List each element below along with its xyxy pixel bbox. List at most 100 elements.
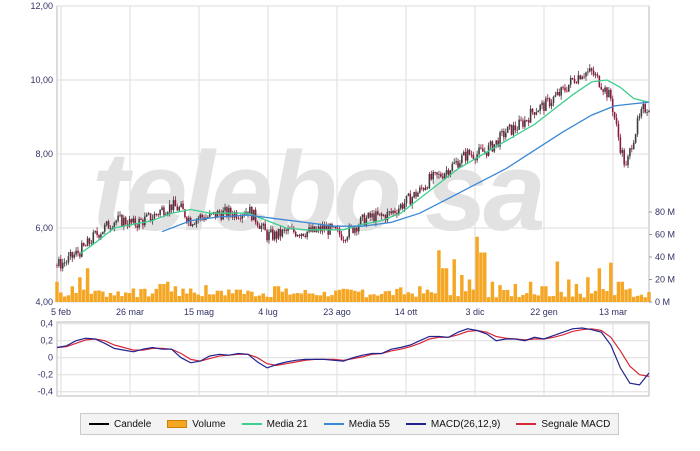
candle-body: [632, 142, 635, 150]
volume-bar: [433, 293, 437, 302]
candle-body: [377, 211, 379, 215]
candle-body: [403, 203, 406, 209]
candle-body: [440, 173, 442, 177]
volume-bar: [547, 296, 552, 302]
volume-bar: [475, 236, 479, 302]
volume-bar: [284, 288, 288, 302]
volume-bar: [85, 268, 90, 302]
candle-body: [529, 108, 532, 123]
candle-body: [558, 92, 561, 96]
volume-bar: [158, 284, 162, 302]
candle-body: [357, 225, 360, 232]
candle-body: [504, 132, 507, 138]
volume-bar: [360, 289, 365, 302]
candle-body: [543, 102, 545, 112]
candle-body: [627, 156, 629, 166]
volume-bar: [349, 289, 353, 302]
candle-body: [604, 87, 606, 92]
candle-body: [461, 155, 463, 164]
candle-body: [390, 211, 392, 214]
volume-bar: [196, 294, 201, 302]
candle-body: [134, 218, 137, 226]
candle-body: [564, 87, 566, 91]
candle-body: [166, 212, 169, 215]
legend-item: Segnale MACD: [516, 419, 610, 430]
candle-body: [346, 237, 349, 241]
volume-bar: [295, 293, 300, 302]
candle-body: [548, 98, 551, 107]
volume-bar: [146, 296, 151, 302]
volume-bar: [242, 293, 246, 302]
volume-bar: [223, 295, 227, 302]
candle-body: [128, 219, 131, 227]
volume-bar: [410, 293, 414, 302]
candle-body: [384, 215, 387, 221]
candle-body: [426, 187, 429, 189]
candle-body: [124, 217, 127, 225]
volume-bar: [246, 290, 250, 302]
candle-body: [615, 117, 618, 124]
legend-swatch: [405, 423, 426, 425]
candle-body: [285, 229, 287, 231]
candle-body: [103, 224, 106, 232]
legend-swatch: [241, 423, 262, 425]
candle-body: [61, 262, 64, 269]
candle-body: [317, 226, 320, 230]
candle-body: [589, 68, 591, 72]
volume-bar: [89, 293, 94, 302]
candle-body: [348, 225, 350, 238]
legend-label: Media 21: [266, 418, 308, 430]
volume-bar: [326, 296, 330, 302]
volume-bar: [589, 293, 594, 302]
volume-bar: [177, 295, 181, 302]
moving-averages: [79, 79, 650, 255]
candle-body: [75, 250, 77, 255]
volume-bar: [635, 295, 640, 302]
candle-body: [149, 213, 152, 221]
candle-body: [491, 141, 494, 152]
volume-bar: [234, 289, 239, 302]
candle-body: [569, 77, 572, 85]
candle-body: [447, 170, 450, 176]
candle-body: [594, 74, 597, 76]
legend-label: Segnale MACD: [541, 418, 611, 430]
candle-body: [354, 227, 356, 233]
candle-body: [510, 124, 513, 135]
candle-body: [378, 213, 381, 215]
candle-body: [100, 234, 102, 238]
candle-body: [336, 228, 339, 230]
volume-bar: [215, 290, 220, 302]
candle-body: [256, 221, 259, 226]
candle-body: [373, 213, 375, 223]
date-tick-label: 4 lug: [258, 307, 278, 317]
volume-bar: [513, 284, 518, 302]
candle-body: [96, 231, 98, 235]
candle-body: [262, 223, 265, 226]
candle-body: [170, 204, 173, 211]
volume-bar: [647, 292, 651, 302]
candle-body: [516, 129, 519, 131]
volume-bar: [173, 286, 178, 302]
candle-body: [321, 225, 324, 232]
candle-body: [606, 87, 608, 98]
candle-body: [587, 71, 589, 73]
candle-body: [480, 147, 482, 149]
volume-bar: [570, 296, 575, 302]
candle-body: [596, 74, 599, 76]
candle-body: [629, 148, 631, 157]
volume-bar: [379, 293, 384, 302]
volume-bar: [498, 285, 502, 302]
macd-tick-label: 0,4: [40, 319, 53, 329]
candle-body: [58, 259, 60, 266]
candle-body: [514, 125, 517, 131]
ma55-line: [161, 101, 650, 233]
volume-bar: [185, 293, 189, 302]
candle-body: [342, 239, 345, 241]
candle-body: [249, 206, 251, 215]
candle-body: [335, 226, 337, 229]
volume-bar: [483, 252, 487, 302]
volume-bar: [563, 296, 567, 302]
volume-bar: [376, 295, 380, 302]
candle-body: [417, 192, 419, 197]
candle-body: [159, 210, 161, 215]
